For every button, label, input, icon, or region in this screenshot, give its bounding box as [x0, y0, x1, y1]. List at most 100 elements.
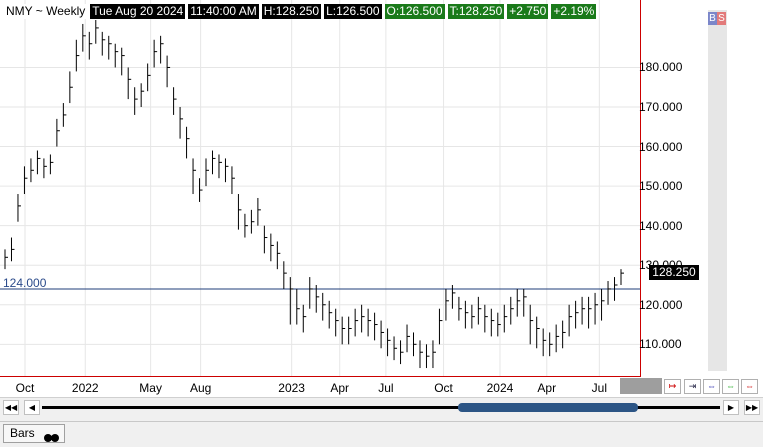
- time-tick-label: 2022: [71, 381, 99, 395]
- bottom-bar: Bars: [0, 421, 763, 445]
- reset-icon[interactable]: ⇔: [741, 379, 758, 394]
- price-axis[interactable]: 110.000120.000130.000140.000150.000160.0…: [639, 0, 706, 377]
- scroll-end-icon[interactable]: ▶▶: [744, 400, 760, 415]
- scroll-track[interactable]: [42, 406, 720, 409]
- price-tick-label: 150.000: [639, 179, 683, 194]
- trade-readout: T:128.250: [447, 4, 505, 19]
- time-tick-label: Oct: [15, 381, 35, 395]
- price-bar: [173, 87, 177, 115]
- price-bar: [276, 241, 281, 270]
- price-bar: [153, 39, 158, 68]
- price-bar: [263, 225, 268, 254]
- scroll-right-icon[interactable]: ▶: [723, 400, 739, 415]
- price-bar: [555, 324, 560, 353]
- price-bar: [186, 126, 190, 159]
- price-bar: [101, 31, 106, 56]
- time-tick-label: May: [139, 381, 162, 395]
- price-bar: [484, 304, 488, 333]
- horizontal-scrollbar[interactable]: ◀◀ ◀ ▶ ▶▶: [0, 397, 763, 417]
- bars-tab[interactable]: Bars: [3, 424, 65, 443]
- price-bar: [49, 154, 54, 175]
- price-tick-label: 180.000: [639, 60, 683, 75]
- price-bar: [516, 288, 521, 317]
- price-bar: [348, 316, 352, 345]
- price-bar: [218, 154, 222, 179]
- price-bar: [134, 87, 138, 115]
- price-bar: [354, 308, 359, 337]
- price-bar: [160, 35, 164, 64]
- price-tick-label: 140.000: [639, 218, 683, 233]
- price-bar: [17, 194, 21, 222]
- price-tick-label: 110.000: [639, 337, 682, 352]
- price-bar: [588, 296, 592, 329]
- zoom-out-icon[interactable]: ⇥: [684, 379, 701, 394]
- price-bar: [393, 336, 398, 361]
- scroll-start-icon[interactable]: ◀◀: [3, 400, 19, 415]
- open-readout: O:126.500: [384, 4, 445, 19]
- price-bar: [477, 296, 482, 325]
- price-bar: [224, 158, 229, 183]
- chart-window: NMY ~ Weekly Tue Aug 20 2024 11:40:00 AM…: [0, 0, 763, 397]
- scroll-thumb[interactable]: [458, 403, 638, 412]
- price-bar: [322, 292, 326, 321]
- symbol-label: NMY ~ Weekly: [4, 4, 88, 19]
- price-bar: [140, 83, 145, 108]
- scroll-left-icon[interactable]: ◀: [24, 400, 40, 415]
- time-tick-label: Jul: [591, 381, 607, 395]
- price-bar: [283, 261, 287, 289]
- price-bar: [302, 304, 307, 333]
- price-bar: [199, 178, 203, 202]
- price-bar: [244, 213, 248, 238]
- price-bar: [231, 166, 235, 195]
- price-bar: [425, 344, 430, 369]
- price-bar: [335, 308, 339, 337]
- price-bar: [166, 55, 171, 88]
- price-bar: [43, 158, 47, 179]
- price-bar: [549, 332, 553, 357]
- price-bar: [309, 277, 313, 309]
- price-bar: [205, 158, 210, 187]
- price-bar: [211, 150, 216, 175]
- bars-tab-label: Bars: [10, 426, 35, 440]
- price-bar: [10, 237, 15, 262]
- price-bar: [289, 277, 294, 325]
- price-tick-label: 170.000: [639, 100, 683, 114]
- price-bar: [341, 316, 346, 345]
- last-price-tag: 128.250: [649, 265, 699, 281]
- price-bar: [464, 300, 469, 329]
- vertical-scrollbar[interactable]: [708, 10, 727, 371]
- reference-line-label: 124.000: [3, 276, 47, 290]
- time-axis[interactable]: Oct 2022 May Aug 2023 Apr Jul Oct 2024 Apr Jul: [0, 377, 641, 397]
- price-bar: [374, 312, 378, 341]
- change-readout: +2.750: [507, 4, 549, 19]
- price-bar: [192, 158, 197, 195]
- price-plot[interactable]: [0, 0, 641, 377]
- bars-dots-icon: [44, 430, 59, 447]
- price-bar: [82, 23, 86, 52]
- price-bar: [4, 249, 8, 270]
- price-bar: [257, 197, 261, 226]
- sell-button[interactable]: S: [717, 12, 726, 25]
- buy-button[interactable]: B: [708, 12, 717, 25]
- price-bar: [594, 292, 599, 325]
- price-bar: [75, 39, 80, 72]
- price-bar: [568, 304, 573, 337]
- price-bar: [88, 31, 93, 60]
- price-bar: [432, 340, 436, 369]
- zoom-in-icon[interactable]: ↦: [664, 379, 681, 394]
- price-bar: [237, 194, 242, 230]
- price-bar: [601, 288, 605, 321]
- high-readout: H:128.250: [261, 4, 322, 19]
- change-pct-readout: +2.19%: [551, 4, 597, 19]
- compress-icon[interactable]: ⇔: [703, 379, 720, 394]
- price-bar: [451, 284, 456, 309]
- price-bar: [108, 35, 112, 60]
- price-bar: [380, 320, 385, 349]
- time-tick-label: Apr: [537, 381, 557, 395]
- expand-icon[interactable]: ⇔: [722, 379, 739, 394]
- price-bar: [179, 107, 184, 139]
- price-tick-label: 120.000: [639, 297, 683, 312]
- price-bar: [127, 67, 132, 100]
- date-readout: Tue Aug 20 2024: [90, 4, 186, 19]
- price-bar: [562, 320, 566, 349]
